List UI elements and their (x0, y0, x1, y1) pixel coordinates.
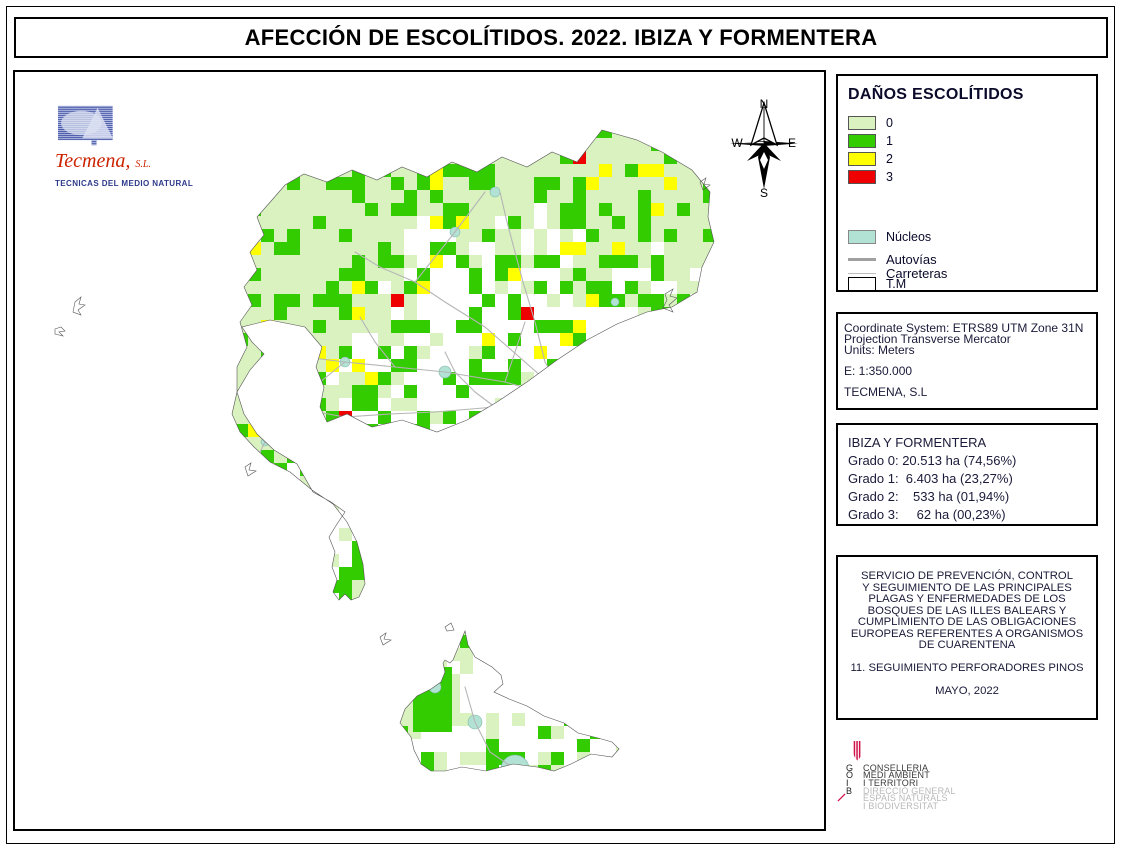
svg-text:W: W (731, 136, 743, 150)
svg-text:E: E (788, 136, 796, 150)
svg-text:N: N (760, 97, 769, 111)
svg-text:S: S (760, 186, 768, 200)
